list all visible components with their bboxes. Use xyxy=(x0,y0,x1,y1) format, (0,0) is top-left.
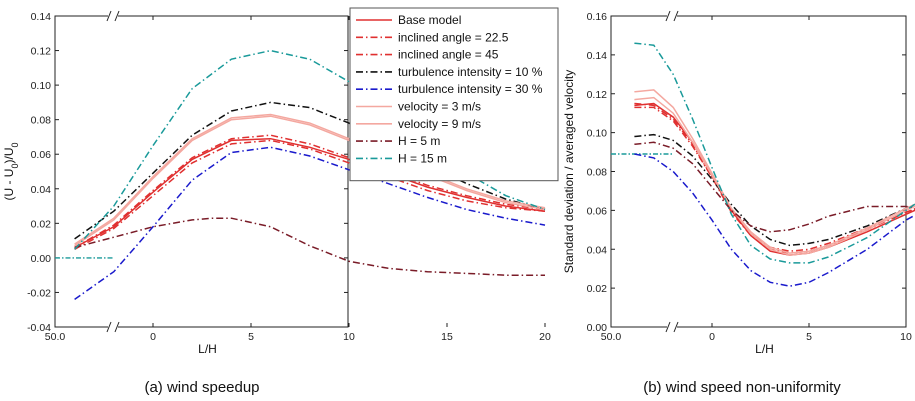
y-tick-label: 0.10 xyxy=(587,128,608,140)
series-line xyxy=(634,89,915,256)
series-line xyxy=(74,101,546,240)
series-line xyxy=(634,153,915,287)
series-line xyxy=(74,217,545,276)
y-tick-label: -0.02 xyxy=(27,287,51,299)
x-tick-label: 10 xyxy=(900,331,912,343)
chart-b: 0.00 0.02 0.04 0.06 0.08 0.10 0.12 0.14 0.16 50.0… xyxy=(562,10,915,356)
legend-label: inclined angle = 45 xyxy=(398,48,499,62)
x-axis-label: L/H xyxy=(198,342,217,356)
chart-a: -0.04 -0.02 0.00 0.02 0.04 0.06 0.08 0.10 0.12 0.… xyxy=(2,10,551,356)
series-line xyxy=(634,42,915,264)
series-line xyxy=(74,137,546,249)
caption-b: (b) wind speed non-uniformity xyxy=(643,379,841,396)
legend-label: velocity = 3 m/s xyxy=(398,100,481,114)
y-tick-label: 0.02 xyxy=(31,218,52,230)
y-tick-label: 0.06 xyxy=(587,205,608,217)
axis-break-slash xyxy=(673,321,679,333)
legend-label: H = 5 m xyxy=(398,134,440,148)
y-tick-label: 0.04 xyxy=(31,184,52,196)
x-tick-label: 0 xyxy=(150,331,156,343)
y-tick-label: 0.14 xyxy=(31,11,52,23)
plot-frame xyxy=(54,15,349,328)
axis-break-slash xyxy=(665,10,671,22)
x-tick-label: 50.0 xyxy=(45,331,66,343)
axis-break-gap xyxy=(108,323,118,331)
legend-label: inclined angle = 22.5 xyxy=(398,30,509,44)
y-tick-label: 0.02 xyxy=(587,283,608,295)
y-axis-label: (U - U0)/U0 xyxy=(2,142,20,200)
series-line xyxy=(74,146,546,301)
series-line xyxy=(74,115,546,247)
axis-break-slash xyxy=(106,10,112,22)
legend-label: H = 15 m xyxy=(398,151,447,165)
x-tick-label: 15 xyxy=(441,331,453,343)
y-tick-label: 0.12 xyxy=(31,46,52,58)
series-line xyxy=(634,133,915,247)
y-tick-label: 0.08 xyxy=(587,167,608,179)
legend-label: turbulence intensity = 10 % xyxy=(398,65,543,79)
y-tick-label: 0.06 xyxy=(31,149,52,161)
axis-break-slash xyxy=(106,321,112,333)
axis-break-gap xyxy=(108,12,118,20)
axis-break-gap xyxy=(667,12,677,20)
y-tick-label: 0.14 xyxy=(587,50,608,62)
y-tick-label: 0.00 xyxy=(587,322,608,334)
axis-break-slash xyxy=(114,321,120,333)
y-tick-label: 0.16 xyxy=(587,11,608,23)
x-axis-label: L/H xyxy=(755,342,774,356)
series-line xyxy=(74,113,546,245)
y-tick-label: 0.04 xyxy=(587,244,608,256)
x-tick-label: 50.0 xyxy=(601,331,622,343)
series-line xyxy=(634,102,915,252)
x-tick-label: 5 xyxy=(248,331,254,343)
legend-box xyxy=(349,7,559,182)
y-tick-label: -0.04 xyxy=(27,322,51,334)
x-tick-label: 0 xyxy=(709,331,715,343)
plot-frame xyxy=(610,15,907,328)
x-tick-label: 20 xyxy=(539,331,551,343)
caption-a: (a) wind speedup xyxy=(144,379,259,396)
y-axis-label: Standard deviation / averaged velocity xyxy=(562,70,576,273)
axis-break-slash xyxy=(673,10,679,22)
axis-break-slash xyxy=(665,321,671,333)
y-tick-label: 0.00 xyxy=(31,253,52,265)
legend-label: turbulence intensity = 30 % xyxy=(398,82,543,96)
y-tick-label: 0.08 xyxy=(31,115,52,127)
axis-break-gap xyxy=(667,323,677,331)
series-line xyxy=(634,96,915,254)
axis-break-slash xyxy=(114,10,120,22)
y-tick-label: 0.10 xyxy=(31,80,52,92)
x-tick-label: 5 xyxy=(806,331,812,343)
y-tick-label: 0.12 xyxy=(587,89,608,101)
legend-label: Base model xyxy=(398,13,461,27)
legend-label: velocity = 9 m/s xyxy=(398,117,481,131)
x-tick-label: 10 xyxy=(343,331,355,343)
legend: Base model inclined angle = 22.5 inclined … xyxy=(349,7,559,182)
series-line xyxy=(74,134,546,249)
series-line xyxy=(634,141,915,233)
